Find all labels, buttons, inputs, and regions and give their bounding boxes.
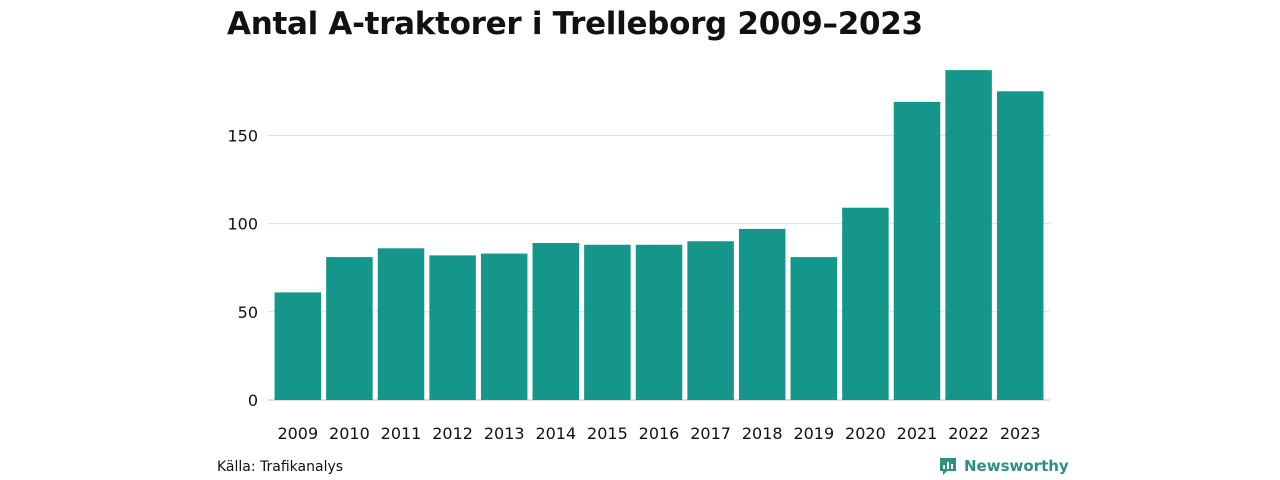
x-tick-label: 2010 xyxy=(329,424,370,443)
bar-2017 xyxy=(687,241,734,400)
bar-2014 xyxy=(532,243,580,400)
bar-2016 xyxy=(635,244,683,400)
newsworthy-logo-icon xyxy=(940,458,956,475)
bar-2012 xyxy=(429,255,476,400)
x-tick-label: 2016 xyxy=(639,424,680,443)
y-tick-label: 50 xyxy=(238,303,258,322)
x-axis-ticks: 2009 2010 2011 2012 2013 2014 2015 2016 2017 2018… xyxy=(277,424,1040,443)
bars xyxy=(274,70,1044,401)
y-tick-label: 100 xyxy=(227,215,258,234)
chart-title: Antal A-traktorer i Trelleborg 2009–2023 xyxy=(227,6,923,42)
bar-2011 xyxy=(377,248,425,400)
x-tick-label: 2009 xyxy=(277,424,318,443)
bar-2015 xyxy=(584,244,631,400)
bar-2009 xyxy=(274,292,322,400)
x-tick-label: 2020 xyxy=(845,424,886,443)
bar-2022 xyxy=(945,70,992,400)
bar-2019 xyxy=(790,257,838,400)
bar-2020 xyxy=(842,207,889,400)
bar-2013 xyxy=(480,253,528,400)
y-tick-label: 0 xyxy=(248,391,258,410)
x-tick-label: 2014 xyxy=(535,424,576,443)
x-tick-label: 2013 xyxy=(484,424,525,443)
x-tick-label: 2012 xyxy=(432,424,473,443)
y-tick-label: 150 xyxy=(227,126,258,145)
x-tick-label: 2018 xyxy=(742,424,783,443)
x-tick-label: 2023 xyxy=(1000,424,1041,443)
bar-2023 xyxy=(996,91,1044,401)
brand-name: Newsworthy xyxy=(964,457,1069,475)
x-tick-label: 2011 xyxy=(381,424,422,443)
x-tick-label: 2022 xyxy=(948,424,989,443)
bar-2018 xyxy=(738,228,786,400)
y-axis-ticks: 0 50 100 150 xyxy=(227,126,258,410)
x-tick-label: 2015 xyxy=(587,424,628,443)
brand-logo: Newsworthy xyxy=(938,456,1069,476)
x-tick-label: 2017 xyxy=(690,424,731,443)
source-note: Källa: Trafikanalys xyxy=(217,459,344,475)
bar-2021 xyxy=(893,101,941,400)
x-tick-label: 2019 xyxy=(793,424,834,443)
x-tick-label: 2021 xyxy=(897,424,938,443)
bar-2010 xyxy=(326,257,373,400)
